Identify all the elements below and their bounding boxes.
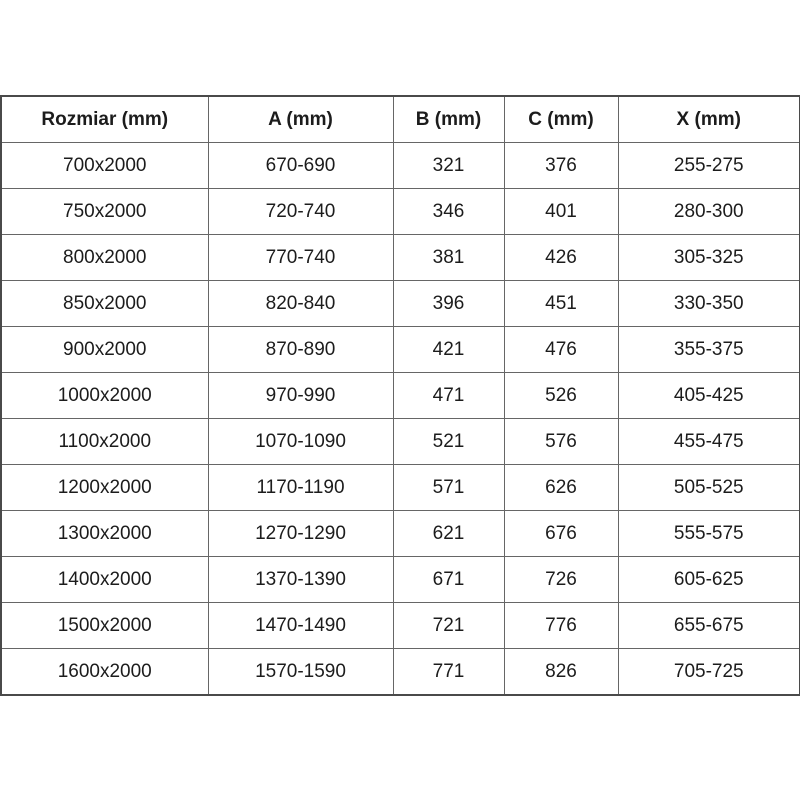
- table-cell: 1270-1290: [207, 510, 394, 557]
- table-cell: 850x2000: [0, 280, 209, 327]
- table-cell: 396: [392, 280, 505, 327]
- table-row: 750x2000 720-740 346 401 280-300: [0, 188, 800, 235]
- table-cell: 401: [503, 188, 619, 235]
- size-table-body: 700x2000 670-690 321 376 255-275 750x2000 720-…: [0, 142, 800, 696]
- table-cell: 770-740: [207, 234, 394, 281]
- table-cell: 555-575: [617, 510, 800, 557]
- table-cell: 376: [503, 142, 619, 189]
- table-cell: 800x2000: [0, 234, 209, 281]
- table-cell: 405-425: [617, 372, 800, 419]
- table-cell: 255-275: [617, 142, 800, 189]
- table-cell: 1600x2000: [0, 648, 209, 696]
- table-cell: 676: [503, 510, 619, 557]
- table-row: 700x2000 670-690 321 376 255-275: [0, 142, 800, 189]
- table-row: 800x2000 770-740 381 426 305-325: [0, 234, 800, 281]
- table-cell: 771: [392, 648, 505, 696]
- table-row: 1400x2000 1370-1390 671 726 605-625: [0, 556, 800, 603]
- table-cell: 726: [503, 556, 619, 603]
- table-cell: 381: [392, 234, 505, 281]
- table-cell: 1370-1390: [207, 556, 394, 603]
- table-cell: 421: [392, 326, 505, 373]
- table-cell: 655-675: [617, 602, 800, 649]
- size-dimensions-table: Rozmiar (mm) A (mm) B (mm) C (mm) X (mm)…: [0, 95, 800, 696]
- column-header-c: C (mm): [503, 95, 619, 143]
- table-cell: 1570-1590: [207, 648, 394, 696]
- table-cell: 670-690: [207, 142, 394, 189]
- table-cell: 1400x2000: [0, 556, 209, 603]
- table-cell: 455-475: [617, 418, 800, 465]
- table-cell: 700x2000: [0, 142, 209, 189]
- table-cell: 576: [503, 418, 619, 465]
- column-header-x: X (mm): [617, 95, 800, 143]
- table-cell: 280-300: [617, 188, 800, 235]
- table-cell: 750x2000: [0, 188, 209, 235]
- table-row: 900x2000 870-890 421 476 355-375: [0, 326, 800, 373]
- table-cell: 1300x2000: [0, 510, 209, 557]
- table-header-row: Rozmiar (mm) A (mm) B (mm) C (mm) X (mm): [0, 95, 800, 143]
- table-cell: 451: [503, 280, 619, 327]
- table-cell: 970-990: [207, 372, 394, 419]
- table-cell: 626: [503, 464, 619, 511]
- table-cell: 521: [392, 418, 505, 465]
- table-cell: 776: [503, 602, 619, 649]
- table-row: 850x2000 820-840 396 451 330-350: [0, 280, 800, 327]
- table-cell: 526: [503, 372, 619, 419]
- table-cell: 571: [392, 464, 505, 511]
- table-cell: 1500x2000: [0, 602, 209, 649]
- table-cell: 321: [392, 142, 505, 189]
- table-cell: 1100x2000: [0, 418, 209, 465]
- table-cell: 1170-1190: [207, 464, 394, 511]
- table-row: 1600x2000 1570-1590 771 826 705-725: [0, 648, 800, 696]
- table-cell: 505-525: [617, 464, 800, 511]
- table-cell: 820-840: [207, 280, 394, 327]
- table-cell: 1470-1490: [207, 602, 394, 649]
- table-cell: 705-725: [617, 648, 800, 696]
- table-cell: 1070-1090: [207, 418, 394, 465]
- table-header: Rozmiar (mm) A (mm) B (mm) C (mm) X (mm): [0, 95, 800, 143]
- table-cell: 330-350: [617, 280, 800, 327]
- table-cell: 605-625: [617, 556, 800, 603]
- table-cell: 1200x2000: [0, 464, 209, 511]
- table-cell: 1000x2000: [0, 372, 209, 419]
- table-cell: 900x2000: [0, 326, 209, 373]
- column-header-b: B (mm): [392, 95, 505, 143]
- table-cell: 471: [392, 372, 505, 419]
- table-cell: 355-375: [617, 326, 800, 373]
- table-row: 1200x2000 1170-1190 571 626 505-525: [0, 464, 800, 511]
- table-cell: 476: [503, 326, 619, 373]
- table-cell: 305-325: [617, 234, 800, 281]
- table-cell: 621: [392, 510, 505, 557]
- column-header-a: A (mm): [207, 95, 394, 143]
- table-row: 1500x2000 1470-1490 721 776 655-675: [0, 602, 800, 649]
- table-cell: 720-740: [207, 188, 394, 235]
- table-cell: 426: [503, 234, 619, 281]
- table-row: 1300x2000 1270-1290 621 676 555-575: [0, 510, 800, 557]
- table-cell: 826: [503, 648, 619, 696]
- table-cell: 346: [392, 188, 505, 235]
- table-row: 1100x2000 1070-1090 521 576 455-475: [0, 418, 800, 465]
- table-cell: 721: [392, 602, 505, 649]
- table-cell: 671: [392, 556, 505, 603]
- column-header-rozmiar: Rozmiar (mm): [0, 95, 209, 143]
- table-cell: 870-890: [207, 326, 394, 373]
- table-row: 1000x2000 970-990 471 526 405-425: [0, 372, 800, 419]
